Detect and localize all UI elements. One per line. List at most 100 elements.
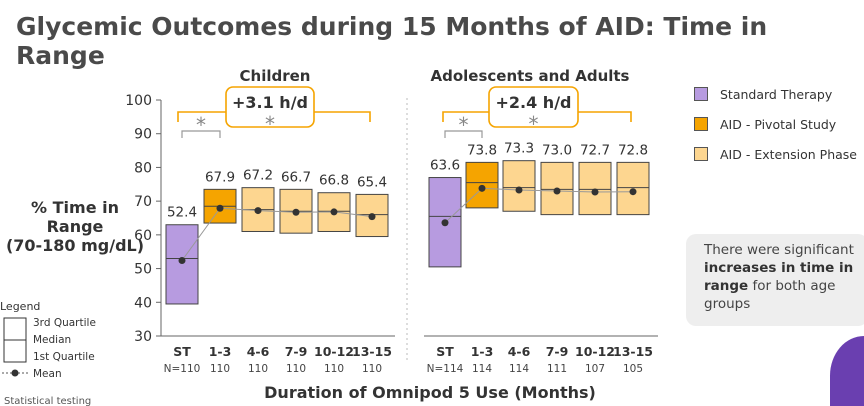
mean-value-label: 66.8 xyxy=(319,173,349,189)
x-tick-label: 1-3 xyxy=(209,344,232,359)
callout-bold-text: increases in time in range xyxy=(704,260,854,294)
legend-q1-label: 1st Quartile xyxy=(33,351,95,363)
mean-value-label: 52.4 xyxy=(167,205,197,221)
mean-value-label: 72.8 xyxy=(618,142,648,158)
annotation-box xyxy=(488,86,579,128)
mean-value-label: 73.3 xyxy=(504,141,534,157)
legend-q3-label: 3rd Quartile xyxy=(33,317,96,329)
x-tick-label: 13-15 xyxy=(352,344,392,359)
mean-value-label: 67.2 xyxy=(243,168,273,184)
legend-median-label: Median xyxy=(33,334,71,346)
legend-label: AID - Pivotal Study xyxy=(720,116,837,132)
n-label: 107 xyxy=(585,363,605,375)
mean-dot xyxy=(553,187,561,195)
y-tick-label: 60 xyxy=(134,228,152,244)
annotation-label: +3.1 h/d xyxy=(232,93,308,112)
x-tick-label: 10-12 xyxy=(575,344,615,359)
mean-dot xyxy=(368,213,376,221)
x-tick-label: ST xyxy=(173,344,191,359)
n-label: 105 xyxy=(623,363,643,375)
series-legend: Standard Therapy AID - Pivotal Study AID… xyxy=(694,84,857,174)
n-label: 110 xyxy=(324,363,344,375)
y-axis-title-line: % Time in xyxy=(31,198,119,217)
mean-dot xyxy=(478,184,486,192)
callout-box: There were significant increases in time… xyxy=(686,234,864,326)
x-tick-label: ST xyxy=(436,344,454,359)
y-tick-label: 90 xyxy=(134,127,152,143)
x-tick-label: 10-12 xyxy=(314,344,354,359)
significance-bracket-inner xyxy=(181,130,221,138)
mean-value-label: 65.4 xyxy=(357,174,387,190)
significance-mark: * xyxy=(196,113,206,137)
y-tick-label: 40 xyxy=(134,295,152,311)
legend-label: Standard Therapy xyxy=(720,86,833,102)
legend-mean-label: Mean xyxy=(33,368,62,380)
annotation-box xyxy=(225,86,315,128)
mean-value-label: 67.9 xyxy=(205,169,235,185)
significance-mark: * xyxy=(529,112,539,136)
y-axis-title-line: Range xyxy=(46,217,104,236)
mean-dot xyxy=(515,186,523,194)
x-tick-label: 7-9 xyxy=(546,344,569,359)
mean-dot xyxy=(330,208,338,216)
y-tick-label: 80 xyxy=(134,160,152,176)
y-tick-label: 100 xyxy=(125,93,152,109)
mean-value-label: 73.0 xyxy=(542,142,572,158)
n-label: 114 xyxy=(509,363,529,375)
box-legend-title: Legend xyxy=(0,300,41,313)
box-ST xyxy=(165,224,199,305)
panel-title-adults: Adolescents and Adults xyxy=(430,67,630,85)
significance-mark: * xyxy=(459,113,469,137)
n-label: 111 xyxy=(547,363,567,375)
legend-mean-dot xyxy=(11,369,19,377)
n-label: 114 xyxy=(472,363,492,375)
n-label: N=110 xyxy=(164,363,201,375)
n-label: 110 xyxy=(210,363,230,375)
statistical-note: Statistical testing xyxy=(4,396,92,406)
x-tick-label: 7-9 xyxy=(285,344,308,359)
mean-value-label: 66.7 xyxy=(281,169,311,185)
n-label: 110 xyxy=(362,363,382,375)
n-label: N=114 xyxy=(427,363,464,375)
mean-dot xyxy=(441,219,449,227)
mean-dot xyxy=(591,188,599,196)
callout-text: There were significant xyxy=(704,242,854,258)
box-4-6 xyxy=(502,160,536,212)
x-tick-label: 4-6 xyxy=(508,344,531,359)
mean-trend-line xyxy=(444,187,634,224)
legend-swatch xyxy=(694,117,708,131)
significance-bracket-inner xyxy=(444,130,483,138)
legend-swatch xyxy=(694,147,708,161)
y-tick-label: 70 xyxy=(134,194,152,210)
x-tick-label: 4-6 xyxy=(247,344,270,359)
mean-dot xyxy=(216,204,224,212)
x-tick-label: 13-15 xyxy=(613,344,653,359)
mean-value-label: 63.6 xyxy=(430,158,460,174)
y-axis-title: % Time in Range (70-180 mg/dL) xyxy=(0,198,150,255)
y-tick-label: 50 xyxy=(134,262,152,278)
x-tick-label: 1-3 xyxy=(471,344,494,359)
y-axis-title-line: (70-180 mg/dL) xyxy=(5,236,145,255)
mean-value-label: 73.8 xyxy=(467,142,497,158)
n-label: 110 xyxy=(248,363,268,375)
legend-swatch xyxy=(694,87,708,101)
n-label: 110 xyxy=(286,363,306,375)
box-legend: Legend 3rd Quartile Median 1st Quartile … xyxy=(0,300,130,388)
panel-title-children: Children xyxy=(239,67,311,85)
mean-value-label: 72.7 xyxy=(580,142,610,158)
page-title: Glycemic Outcomes during 15 Months of AI… xyxy=(16,12,768,70)
mean-dot xyxy=(629,188,637,196)
legend-item-aid-pivotal: AID - Pivotal Study xyxy=(694,114,857,134)
legend-label: AID - Extension Phase xyxy=(720,146,857,162)
mean-dot xyxy=(292,208,300,216)
annotation-label: +2.4 h/d xyxy=(495,93,571,112)
legend-item-standard-therapy: Standard Therapy xyxy=(694,84,857,104)
callout-text: for both age groups xyxy=(704,278,836,312)
significance-mark: * xyxy=(265,112,275,136)
mean-trend-line xyxy=(181,207,373,261)
box-10-12 xyxy=(578,161,612,216)
y-tick-label: 30 xyxy=(134,329,152,345)
box-legend-diagram: 3rd Quartile Median 1st Quartile Mean xyxy=(2,317,96,380)
x-axis-title: Duration of Omnipod 5 Use (Months) xyxy=(264,383,596,402)
